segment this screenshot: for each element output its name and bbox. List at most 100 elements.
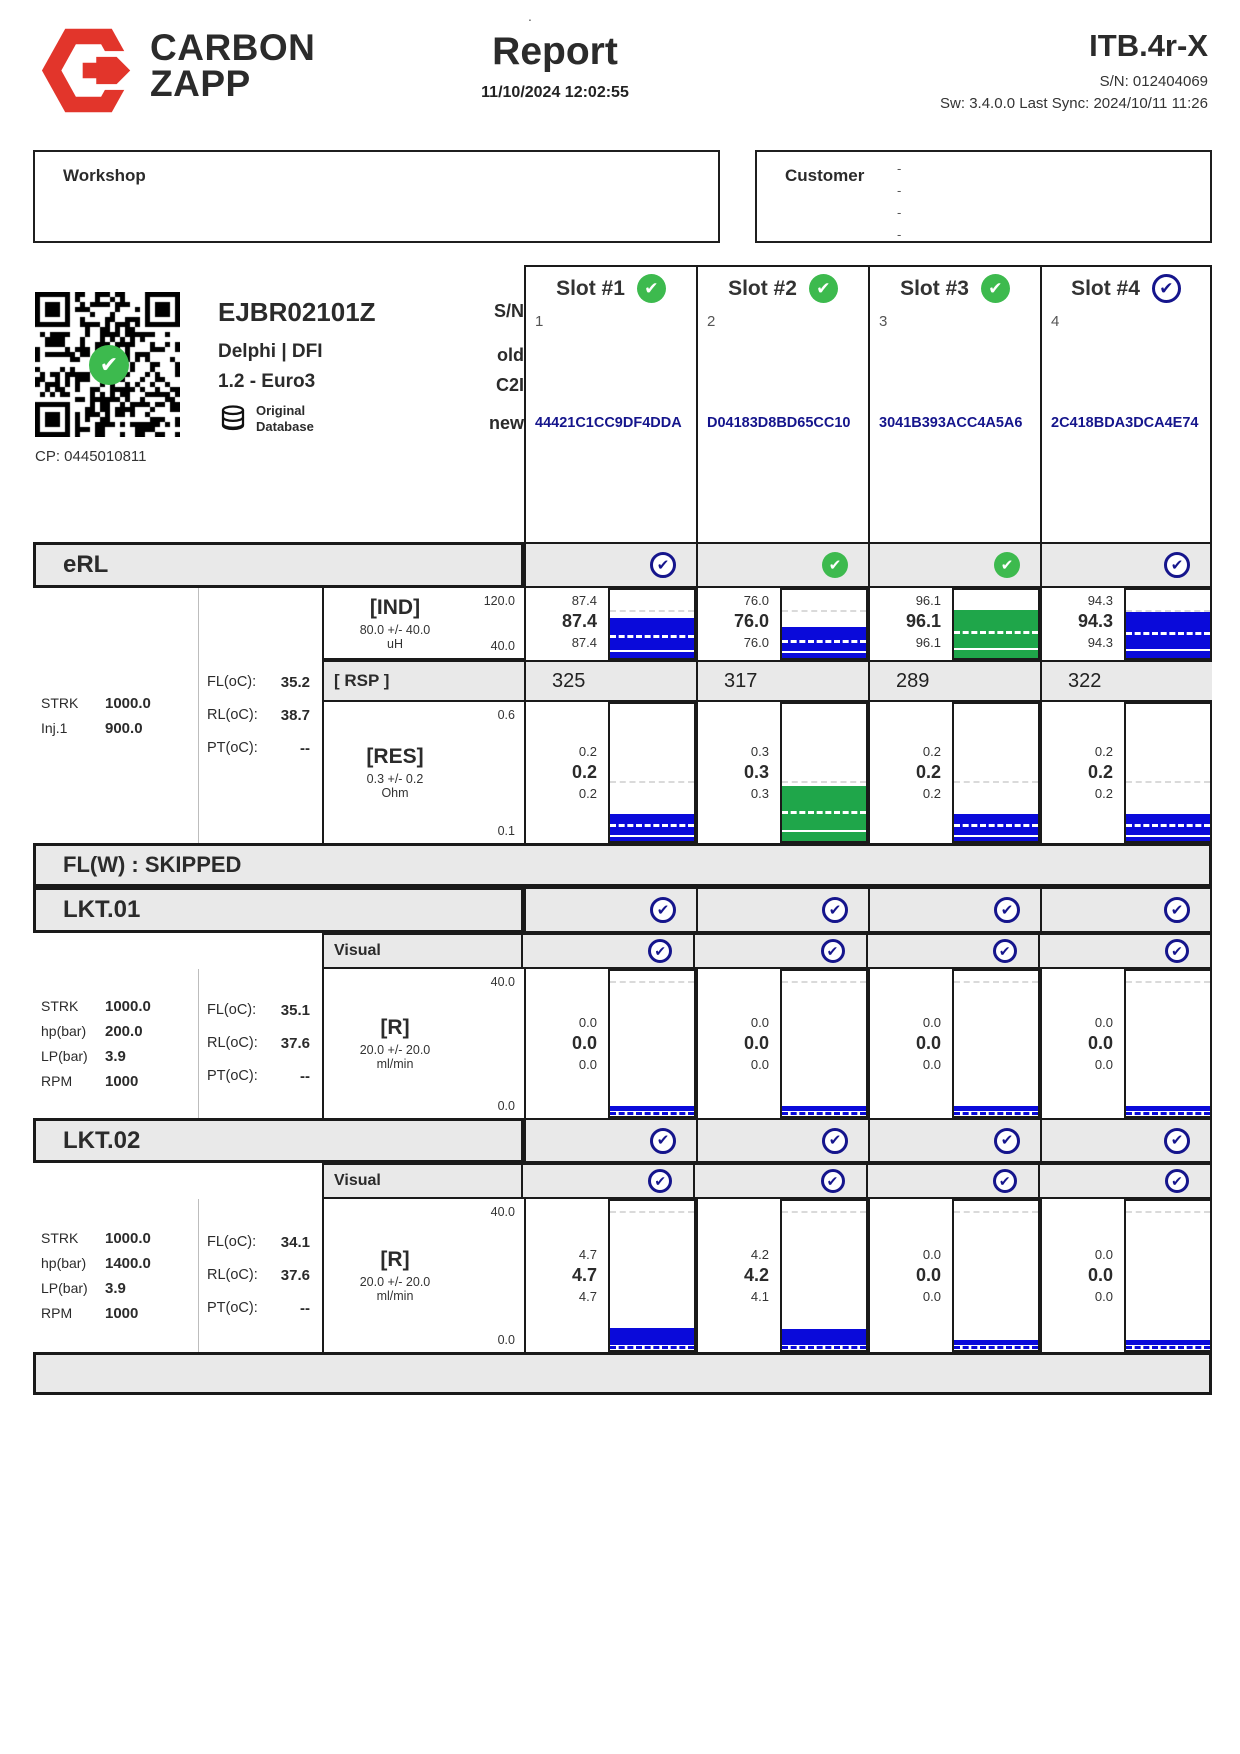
value-min: 0.0	[1094, 1057, 1113, 1072]
lkt02-slot-3-result: ✔	[868, 1118, 1040, 1163]
erl-measure-labels: [IND] 80.0 +/- 40.0 uH 120.0 40.0 [ RSP …	[322, 588, 524, 843]
value-min: 0.0	[750, 1057, 769, 1072]
value-avg: 0.0	[915, 1033, 941, 1053]
rsp-value-slot-3: 289	[868, 660, 1040, 702]
erl-slot-4-check-icon: ✔	[1164, 552, 1190, 578]
lkt01-slot-3-check-icon: ✔	[994, 897, 1020, 923]
temp-key: PT(oC):	[207, 1068, 258, 1084]
lkt01-visual-slot-2-check-icon: ✔	[820, 939, 845, 963]
value-min: 4.1	[750, 1289, 769, 1304]
r-mini-chart-slot-3	[952, 969, 1040, 1118]
lkt02-header-row: LKT.02 ✔ ✔ ✔ ✔	[33, 1118, 1212, 1163]
lkt01-temps: FL(oC): 35.1 RL(oC): 37.6 PT(oC): --	[199, 969, 322, 1118]
db-line2: Database	[256, 419, 314, 435]
r-mini-chart-slot-3	[952, 1199, 1040, 1352]
slot-4-c2i-code: 2C418BDA3DCA4E74	[1051, 415, 1199, 431]
param-value: 900.0	[105, 719, 143, 737]
ind-tolerance: 80.0 +/- 40.0	[359, 622, 431, 637]
temp-key: PT(oC):	[207, 740, 258, 756]
workshop-box: Workshop	[33, 150, 720, 243]
temp-value: 35.1	[280, 1002, 310, 1019]
ind-scale-bottom: 40.0	[490, 639, 515, 653]
r-label: [R]	[380, 1248, 410, 1271]
ind-unit: uH	[387, 636, 403, 651]
param-key: hp(bar)	[41, 1254, 87, 1271]
value-avg: 94.3	[1077, 611, 1113, 631]
value-min: 87.4	[571, 635, 597, 650]
slot-1-c2i-code: 44421C1CC9DF4DDA	[535, 415, 682, 431]
slot-1-label: Slot #1	[556, 276, 625, 300]
value-max: 0.3	[750, 744, 769, 759]
lkt01-r-label-cell: [R] 20.0 +/- 20.0 ml/min 40.0 0.0	[322, 969, 524, 1118]
param-key: LP(bar)	[41, 1047, 88, 1064]
value-min: 0.0	[578, 1057, 597, 1072]
value-max: 0.0	[750, 1015, 769, 1030]
param-key: LP(bar)	[41, 1279, 88, 1296]
lkt01-params: STRK 1000.0 hp(bar) 200.0 LP(bar) 3.9 RPM 10…	[33, 969, 199, 1118]
flw-skipped-title: FL(W) : SKIPPED	[33, 843, 1212, 887]
temp-key: RL(oC):	[207, 707, 258, 723]
res-scale-bottom: 0.1	[497, 824, 515, 838]
erl-slot-4-result: ✔	[1040, 542, 1212, 588]
rsp-value-slot-4: 322	[1040, 660, 1212, 702]
erl-params: STRK 1000.0 Inj.1 900.0	[33, 588, 199, 843]
dash: -	[897, 161, 902, 176]
brand-line2: ZAPP	[150, 63, 251, 105]
value-avg: 0.2	[1087, 762, 1113, 782]
value-max: 0.0	[578, 1015, 597, 1030]
lkt01-measure-labels: [R] 20.0 +/- 20.0 ml/min 40.0 0.0	[322, 969, 524, 1118]
res-tolerance: 0.3 +/- 0.2	[366, 772, 424, 786]
value-avg: 4.7	[571, 1265, 597, 1285]
param-key: Inj.1	[41, 719, 68, 736]
injector-info-cell: ✔ CP: 0445010811 EJBR02101Z Delphi | DFI…	[33, 265, 524, 542]
value-min: 4.7	[578, 1289, 597, 1304]
lkt02-temps: FL(oC): 34.1 RL(oC): 37.6 PT(oC): --	[199, 1199, 322, 1352]
r-tolerance: 20.0 +/- 20.0	[359, 1275, 431, 1289]
slot-4-number: 4	[1051, 313, 1060, 330]
temp-key: RL(oC):	[207, 1035, 258, 1051]
flw-row: FL(W) : SKIPPED	[33, 843, 1212, 887]
param-value: 1400.0	[105, 1254, 151, 1272]
value-max: 0.0	[922, 1247, 941, 1262]
lkt01-visual-slot-1: ✔	[521, 935, 693, 967]
lkt02-slot-2-result: ✔	[696, 1118, 868, 1163]
injector-part-number: EJBR02101Z	[218, 297, 376, 327]
value-min: 0.2	[578, 786, 597, 801]
cp-number: CP: 0445010811	[35, 448, 147, 465]
value-max: 0.2	[922, 744, 941, 759]
value-min: 0.0	[922, 1057, 941, 1072]
customer-label: Customer	[785, 166, 865, 185]
footer-row	[33, 1352, 1212, 1395]
value-max: 0.0	[1094, 1015, 1113, 1030]
erl-slot-1-check-icon: ✔	[650, 552, 676, 578]
value-avg: 0.0	[743, 1033, 769, 1053]
value-avg: 0.0	[571, 1033, 597, 1053]
temp-key: FL(oC):	[207, 1002, 257, 1018]
value-avg: 0.3	[743, 762, 769, 782]
slot-3-c2i-code: 3041B393ACC4A5A6	[879, 415, 1023, 431]
param-key: RPM	[41, 1304, 73, 1321]
results-table: ✔ CP: 0445010811 EJBR02101Z Delphi | DFI…	[33, 265, 1212, 1395]
lkt01-slot-2-check-icon: ✔	[822, 897, 848, 923]
temp-value: 37.6	[280, 1267, 310, 1284]
value-min: 0.2	[922, 786, 941, 801]
res-unit: Ohm	[381, 786, 409, 800]
value-max: 4.2	[750, 1247, 769, 1262]
slot-4-header: Slot #4 ✔ 4 2C418BDA3DCA4E74	[1040, 265, 1212, 542]
erl-slot-2-result: ✔	[696, 542, 868, 588]
r-unit: ml/min	[376, 1057, 414, 1071]
qr-verified-check-icon: ✔	[89, 345, 129, 385]
lkt01-title: LKT.01	[33, 887, 524, 933]
slot-2-label: Slot #2	[728, 276, 797, 300]
temp-value: 35.2	[280, 674, 310, 691]
lkt02-slot-1-result: ✔	[524, 1118, 696, 1163]
ind-label-cell: [IND] 80.0 +/- 40.0 uH 120.0 40.0	[322, 588, 524, 660]
temp-value: 38.7	[280, 707, 310, 724]
injector-brand-type: Delphi | DFI	[218, 341, 323, 362]
device-info: ITB.4r-X S/N: 012404069 Sw: 3.4.0.0 Last…	[940, 28, 1208, 112]
lkt02-r-label-cell: [R] 20.0 +/- 20.0 ml/min 40.0 0.0	[322, 1199, 524, 1352]
erl-slot-2-column: 76.0 76.0 76.0 317 0.3 0.3 0.3	[696, 588, 868, 843]
temp-value: --	[300, 1300, 310, 1317]
value-min: 0.0	[1094, 1289, 1113, 1304]
device-serial: S/N: 012404069	[1099, 73, 1208, 90]
